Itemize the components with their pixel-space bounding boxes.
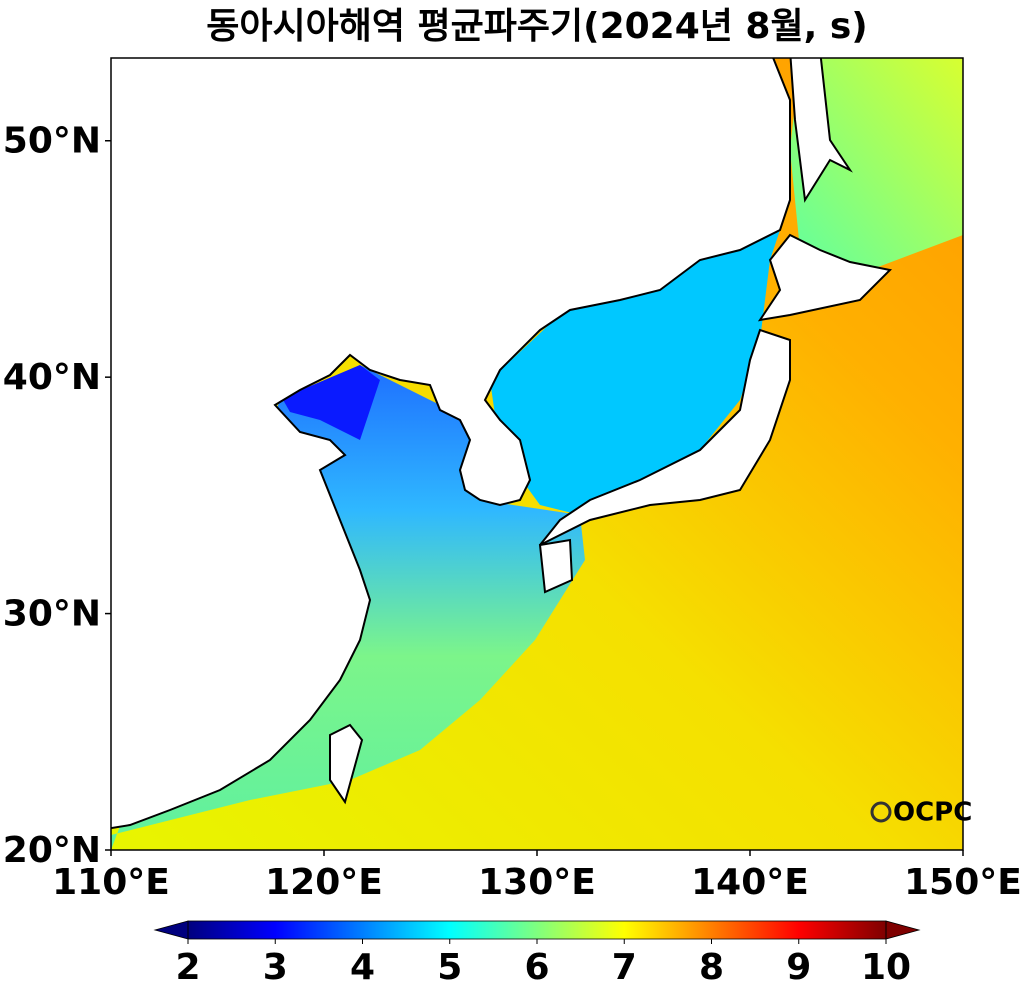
colorbar-tick-label: 8 bbox=[699, 947, 724, 988]
taiwan bbox=[329, 723, 364, 805]
y-tick-label: 40°N bbox=[3, 357, 101, 398]
logo: OCPC bbox=[870, 798, 972, 828]
x-tick-label: 120°E bbox=[265, 862, 383, 903]
colorbar-tick-label: 3 bbox=[263, 947, 288, 988]
x-tick-label: 150°E bbox=[904, 862, 1022, 903]
x-tick-label: 110°E bbox=[52, 862, 170, 903]
chart-title: 동아시아해역 평균파주기(2024년 8월, s) bbox=[206, 6, 867, 47]
y-tick-label: 50°N bbox=[3, 121, 101, 162]
colorbar-tick-label: 10 bbox=[861, 947, 911, 988]
y-tick-label: 20°N bbox=[3, 830, 101, 871]
hokkaido bbox=[757, 233, 893, 322]
colorbar-extend-max bbox=[885, 920, 921, 940]
honshu bbox=[539, 328, 791, 546]
logo-text: OCPC bbox=[893, 798, 972, 828]
y-tick-label: 30°N bbox=[3, 594, 101, 635]
colorbar-extend-min bbox=[153, 920, 189, 940]
continent bbox=[111, 58, 791, 830]
colorbar-tick-label: 6 bbox=[524, 947, 549, 988]
x-tick-label: 130°E bbox=[478, 862, 596, 903]
colorbar-tick-label: 7 bbox=[612, 947, 637, 988]
sakhalin bbox=[789, 58, 853, 203]
logo-icon bbox=[870, 801, 892, 823]
colorbar-tick-label: 2 bbox=[175, 947, 200, 988]
bohai-field bbox=[282, 365, 380, 440]
colorbar-tick-label: 5 bbox=[437, 947, 462, 988]
colorbar-tick-label: 4 bbox=[350, 947, 375, 988]
map-area bbox=[111, 58, 963, 850]
colorbar-tick-label: 9 bbox=[786, 947, 811, 988]
kyushu bbox=[538, 538, 574, 594]
east-sea-field bbox=[490, 100, 790, 515]
x-tick-label: 140°E bbox=[691, 862, 809, 903]
land bbox=[111, 58, 893, 830]
okhotsk-field bbox=[790, 58, 963, 270]
colorbar bbox=[188, 921, 886, 939]
